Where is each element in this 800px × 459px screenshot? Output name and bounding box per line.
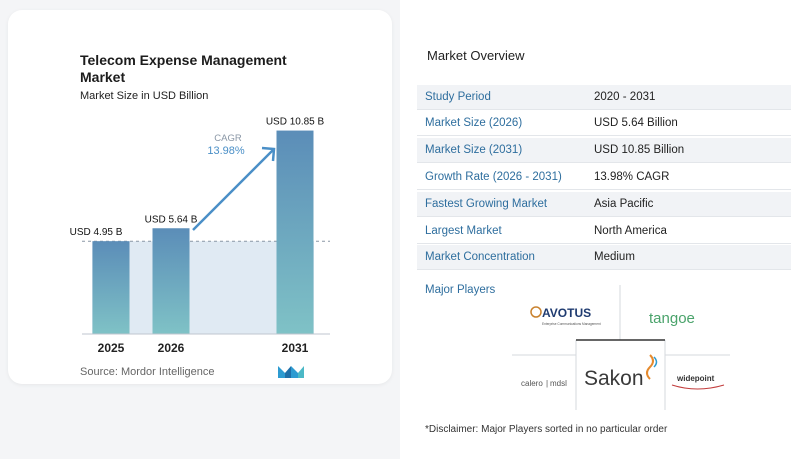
overview-label: Fastest Growing Market	[425, 198, 548, 210]
overview-value: Asia Pacific	[594, 198, 654, 210]
cagr-arrowhead	[261, 146, 276, 162]
overview-row-study-period: Study Period 2020 - 2031	[417, 85, 791, 110]
overview-value: North America	[594, 225, 667, 237]
x-tick-2025: 2025	[98, 341, 125, 355]
overview-label: Market Size (2031)	[425, 144, 523, 156]
calero-mdsl-logo: calero | mdsl	[521, 379, 567, 388]
avotus-logo: AVOTUS Enterprise Communications Managem…	[530, 306, 601, 326]
x-tick-2026: 2026	[158, 341, 185, 355]
overview-label: Market Size (2026)	[425, 117, 523, 129]
bar-chart: USD 4.95 B 2025 USD 5.64 B 2026 USD 10.85 B 2…	[70, 117, 330, 355]
data-label-2026: USD 5.64 B	[145, 214, 198, 225]
data-label-2031: USD 10.85 B	[266, 117, 325, 128]
overview-row-fastest-growing: Fastest Growing Market Asia Pacific	[417, 192, 791, 217]
overview-row-largest-market: Largest Market North America	[417, 219, 791, 244]
overview-label: Market Concentration	[425, 251, 535, 263]
overview-value: 2020 - 2031	[594, 91, 656, 103]
svg-text:|: |	[546, 379, 548, 388]
overview-value: 13.98% CAGR	[594, 171, 670, 183]
major-players-title: Major Players	[425, 284, 496, 296]
overview-title: Market Overview	[427, 48, 525, 63]
overview-row-market-size-2026: Market Size (2026) USD 5.64 Billion	[417, 111, 791, 136]
bar-2031	[276, 130, 314, 334]
overview-row-market-size-2031: Market Size (2031) USD 10.85 Billion	[417, 138, 791, 163]
source-note: Source: Mordor Intelligence	[80, 366, 215, 378]
overview-label: Study Period	[425, 91, 491, 103]
overview-label: Growth Rate (2026 - 2031)	[425, 171, 562, 183]
calero-text: calero	[521, 379, 543, 388]
widepoint-logo: widepoint	[671, 374, 725, 390]
chart-title: Telecom Expense Management Market	[80, 52, 287, 85]
cagr-label: CAGR	[214, 133, 242, 144]
major-players-grid: AVOTUS Enterprise Communications Managem…	[512, 285, 730, 410]
bar-2026	[152, 228, 190, 334]
overview-panel	[400, 0, 800, 459]
tangoe-text: tangoe	[649, 310, 695, 327]
sakon-text: Sakon	[584, 367, 644, 390]
mdsl-text: mdsl	[550, 379, 567, 388]
chart-subtitle: Market Size in USD Billion	[80, 90, 209, 102]
data-label-2025: USD 4.95 B	[70, 227, 123, 238]
widepoint-text: widepoint	[676, 374, 715, 383]
sakon-logo: Sakon	[584, 354, 658, 390]
avotus-tagline: Enterprise Communications Management	[542, 322, 601, 326]
mordor-intelligence-logo	[278, 366, 304, 378]
bar-2025	[92, 241, 130, 334]
overview-value: USD 10.85 Billion	[594, 144, 685, 156]
tangoe-logo: tangoe	[649, 310, 695, 327]
overview-value: USD 5.64 Billion	[594, 117, 678, 129]
overview-row-growth-rate: Growth Rate (2026 - 2031) 13.98% CAGR	[417, 165, 791, 190]
cagr-value: 13.98%	[207, 145, 245, 157]
cagr-arrow	[192, 149, 274, 231]
overview-row-concentration: Market Concentration Medium	[417, 245, 791, 270]
x-tick-2031: 2031	[282, 341, 309, 355]
disclaimer: *Disclaimer: Major Players sorted in no …	[425, 424, 668, 435]
overview-label: Largest Market	[425, 225, 502, 237]
overview-value: Medium	[594, 251, 635, 263]
avotus-text: AVOTUS	[542, 306, 591, 320]
